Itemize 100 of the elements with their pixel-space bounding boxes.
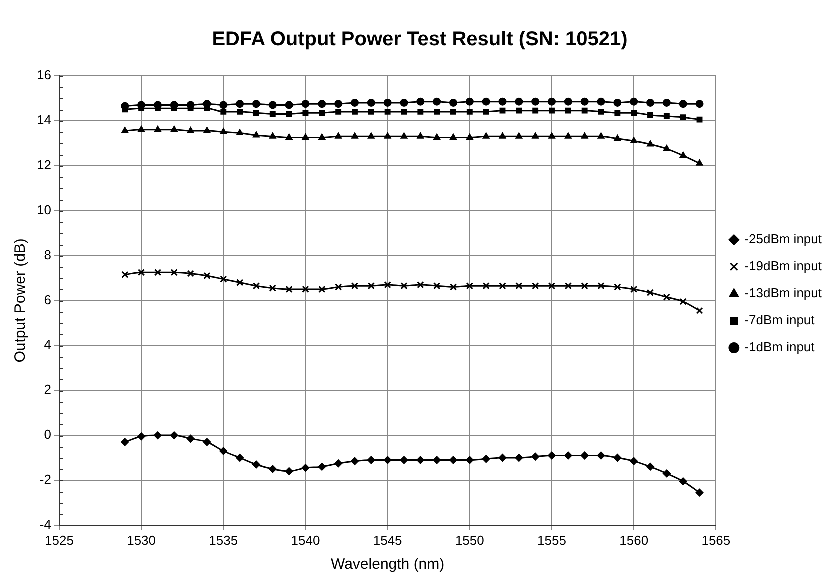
point <box>582 108 588 114</box>
point <box>138 126 146 132</box>
point <box>220 128 228 134</box>
point <box>433 282 441 290</box>
point <box>433 98 442 106</box>
point <box>449 456 458 464</box>
point <box>170 269 178 276</box>
point <box>630 286 638 294</box>
point <box>482 455 490 464</box>
point <box>302 110 309 116</box>
point <box>170 432 178 440</box>
point <box>614 284 622 291</box>
point <box>499 132 506 139</box>
point <box>516 132 523 139</box>
x-tick-label: 1550 <box>455 532 484 548</box>
point <box>548 98 556 106</box>
point <box>498 98 507 106</box>
point <box>662 98 671 107</box>
point <box>384 98 392 107</box>
point <box>252 460 260 469</box>
point <box>581 282 588 290</box>
point <box>268 465 277 474</box>
point <box>548 282 556 290</box>
point <box>482 132 490 139</box>
point <box>204 106 210 112</box>
point <box>549 108 555 114</box>
point <box>384 281 392 289</box>
point <box>532 108 539 114</box>
legend-label: -13dBm input <box>744 286 822 301</box>
y-tick-label: 12 <box>36 157 52 172</box>
point <box>614 110 621 116</box>
point <box>367 456 376 464</box>
point <box>498 454 507 462</box>
point <box>646 289 654 296</box>
point <box>236 454 244 462</box>
point <box>434 134 441 140</box>
point <box>598 108 604 115</box>
x-tick-label: 1535 <box>209 532 238 548</box>
point <box>252 282 260 290</box>
point <box>482 282 490 290</box>
y-tick-label: 6 <box>44 292 52 308</box>
point <box>335 132 342 139</box>
legend-label: -25dBm input <box>744 232 822 247</box>
point <box>286 111 292 118</box>
point <box>597 452 606 460</box>
point <box>237 108 244 115</box>
point <box>286 286 293 294</box>
point <box>597 98 606 106</box>
point <box>516 108 522 114</box>
point <box>220 101 228 110</box>
point <box>350 98 359 107</box>
point <box>318 100 326 108</box>
point <box>466 456 474 464</box>
point <box>696 116 703 123</box>
point <box>269 284 276 292</box>
point <box>336 108 342 115</box>
point <box>286 134 293 140</box>
point <box>302 134 310 140</box>
point <box>630 457 638 466</box>
point <box>450 134 458 140</box>
point <box>220 276 228 283</box>
point <box>664 113 670 120</box>
point <box>483 108 490 115</box>
point <box>548 452 556 460</box>
point <box>368 282 375 290</box>
point <box>154 126 162 132</box>
point <box>269 132 276 139</box>
chart-title: EDFA Output Power Test Result (SN: 10521) <box>212 28 628 51</box>
point <box>548 132 556 139</box>
point <box>368 108 374 115</box>
x-tick-label: 1540 <box>291 532 320 548</box>
point <box>564 132 572 139</box>
point <box>138 432 146 441</box>
x-tick-label: 1545 <box>373 532 402 548</box>
point <box>646 98 655 107</box>
point <box>433 456 442 464</box>
point <box>154 269 162 276</box>
point <box>384 132 392 139</box>
point <box>270 111 276 118</box>
y-tick-label: 8 <box>44 247 52 262</box>
point <box>204 272 211 280</box>
point <box>220 108 227 115</box>
point <box>564 282 572 290</box>
point <box>500 108 506 114</box>
point <box>648 112 654 118</box>
point <box>204 127 211 134</box>
point <box>350 457 359 466</box>
x-tick-label: 1560 <box>620 532 649 548</box>
point <box>449 98 458 107</box>
point <box>434 108 440 115</box>
point <box>368 132 375 139</box>
point <box>598 282 605 290</box>
point <box>696 100 704 108</box>
point <box>680 114 686 121</box>
point <box>318 134 326 140</box>
x-tick-label: 1555 <box>538 532 566 548</box>
point <box>334 100 343 108</box>
x-tick-label: 1525 <box>45 532 74 548</box>
point <box>302 464 310 472</box>
y-tick-label: 2 <box>44 382 52 398</box>
